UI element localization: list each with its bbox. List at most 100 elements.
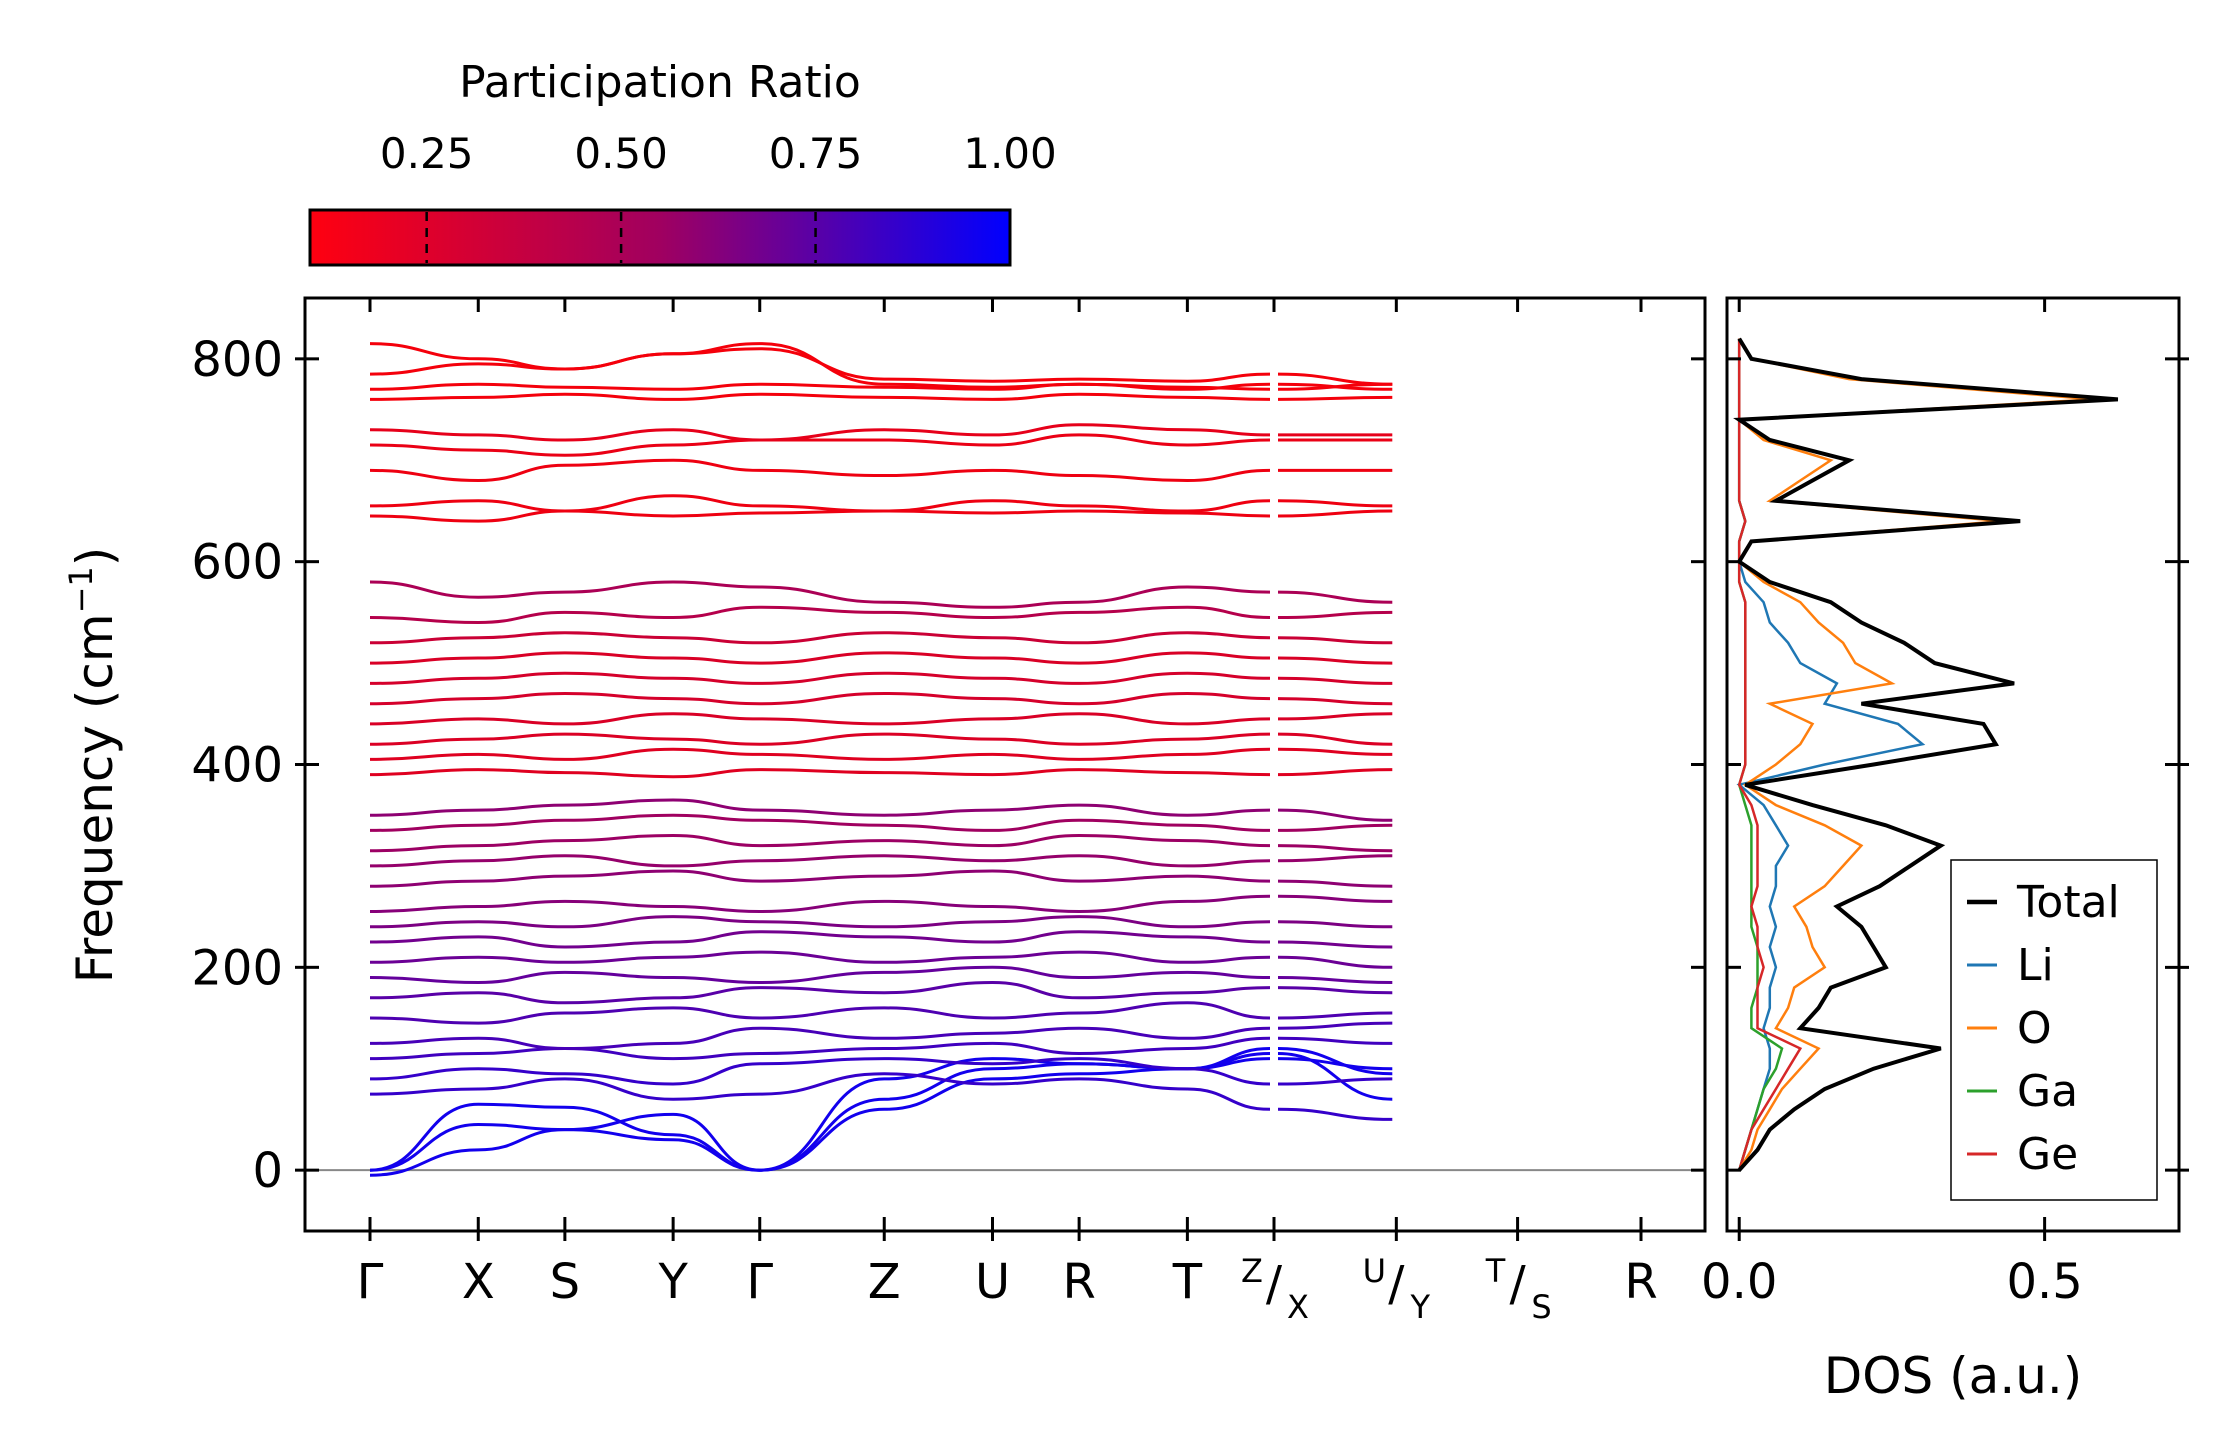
dos-axis-label: DOS (a.u.) [1824, 1347, 2083, 1405]
band-line [369, 950, 1271, 964]
band-line [369, 798, 1271, 817]
colorbar-tick-label: 0.50 [574, 129, 668, 178]
band-line [369, 1001, 1271, 1025]
band-line [1277, 676, 1393, 685]
colorbar-tick-label: 1.00 [963, 129, 1057, 178]
band-line [1277, 1036, 1393, 1045]
band-line [1277, 823, 1393, 832]
band-line [1277, 509, 1393, 518]
band-line [369, 1057, 1271, 1172]
band-line [1277, 854, 1393, 863]
band-line [1277, 1011, 1393, 1020]
band-line [1277, 894, 1393, 903]
dos-frequency-ticks [1727, 357, 2189, 1172]
kpath-label-top: U [1363, 1252, 1386, 1290]
legend-label: O [2017, 1003, 2052, 1054]
y-tick-label: 600 [191, 535, 283, 591]
dos-lines [1733, 337, 2119, 1172]
colorbar-tick-label: 0.75 [769, 129, 863, 178]
band-line [1277, 382, 1393, 391]
kpath-label-bottom: S [1531, 1288, 1551, 1326]
kpath-label-slash: / [1388, 1256, 1405, 1312]
band-line [369, 433, 1271, 457]
band-line [1277, 712, 1393, 721]
band-line [1277, 955, 1393, 969]
band-line [369, 580, 1271, 609]
band-line [369, 1026, 1271, 1051]
dos-axis: 0.0 0.5 [1701, 298, 2083, 1310]
band-line [1277, 976, 1393, 984]
kpath-label: T [1172, 1254, 1203, 1310]
band-line [1277, 940, 1393, 949]
y-tick-label: 0 [252, 1143, 283, 1199]
colorbar-tick-label: 0.25 [380, 129, 474, 178]
kpath-label-slash: / [1266, 1256, 1283, 1312]
band-line [1277, 747, 1393, 756]
band-line [369, 671, 1271, 685]
band-line [369, 894, 1271, 914]
legend-label: Li [2017, 940, 2054, 991]
y-tick-label: 400 [191, 738, 283, 794]
band-line [1277, 986, 1393, 995]
band-line [1277, 920, 1393, 929]
kpath-label: R [1062, 1254, 1095, 1310]
kpath-label: Γ [746, 1254, 773, 1310]
band-line [369, 833, 1271, 853]
band-line [1277, 372, 1393, 386]
band-line [369, 854, 1271, 868]
kpath-axis: Γ X S Y Γ Z U R T Z / XU / YT / S R [357, 298, 1658, 1326]
kpath-label-top: Z [1241, 1252, 1263, 1290]
kpath-label-top: T [1485, 1252, 1506, 1290]
band-line [1277, 636, 1393, 645]
band-line [369, 631, 1271, 645]
frequency-axis-label: Frequency (cm−1) [62, 547, 124, 984]
kpath-label: Γ [357, 1254, 384, 1310]
band-line [369, 1052, 1271, 1177]
kpath-label-slash: / [1509, 1256, 1526, 1312]
kpath-label: Y [657, 1254, 688, 1310]
band-line [369, 691, 1271, 706]
band-line [369, 732, 1271, 746]
band-line [369, 813, 1271, 832]
kpath-label: X [462, 1254, 495, 1310]
band-line [1277, 1052, 1393, 1101]
band-line [369, 915, 1271, 929]
band-line [369, 869, 1271, 888]
band-line [1277, 808, 1393, 822]
band-line [1277, 499, 1393, 508]
band-line [1277, 1021, 1393, 1030]
dos-panel: 0.0 0.5 DOS (a.u.) Total Li O Ga Ge [1701, 296, 2189, 1405]
dos-legend: Total Li O Ga Ge [1950, 859, 2158, 1201]
dos-line-o [1735, 337, 2094, 1171]
band-line [1277, 610, 1393, 619]
band-line [369, 747, 1271, 761]
dos-x-tick-label: 0.0 [1701, 1254, 1777, 1310]
colorbar-ticks: 0.25 0.50 0.75 1.00 [380, 129, 1057, 263]
band-line [369, 509, 1271, 523]
band-line [1277, 697, 1393, 706]
band-line [369, 458, 1271, 483]
band-line [1277, 590, 1393, 604]
kpath-label: Z [868, 1254, 901, 1310]
band-line [369, 1072, 1271, 1111]
dos-x-tick-label: 0.5 [2006, 1254, 2082, 1310]
colorbar-gradient [308, 208, 1012, 267]
y-tick-label: 800 [191, 332, 283, 388]
band-line [369, 1057, 1271, 1086]
dos-line-total [1733, 337, 2119, 1172]
band-line [1277, 1107, 1393, 1121]
legend-label: Ga [2017, 1066, 2078, 1117]
kpath-label-bottom: X [1287, 1288, 1309, 1326]
band-line [1277, 395, 1393, 401]
kpath-label-bottom: Y [1410, 1288, 1431, 1326]
band-line [1277, 732, 1393, 746]
band-line [1277, 1057, 1393, 1071]
band-line [1277, 1047, 1393, 1076]
kpath-label: S [550, 1254, 580, 1310]
dos-line-ge [1737, 338, 1803, 1171]
kpath-label: R [1624, 1254, 1657, 1310]
band-line [369, 342, 1271, 391]
band-line [369, 392, 1271, 401]
band-line [1277, 879, 1393, 888]
